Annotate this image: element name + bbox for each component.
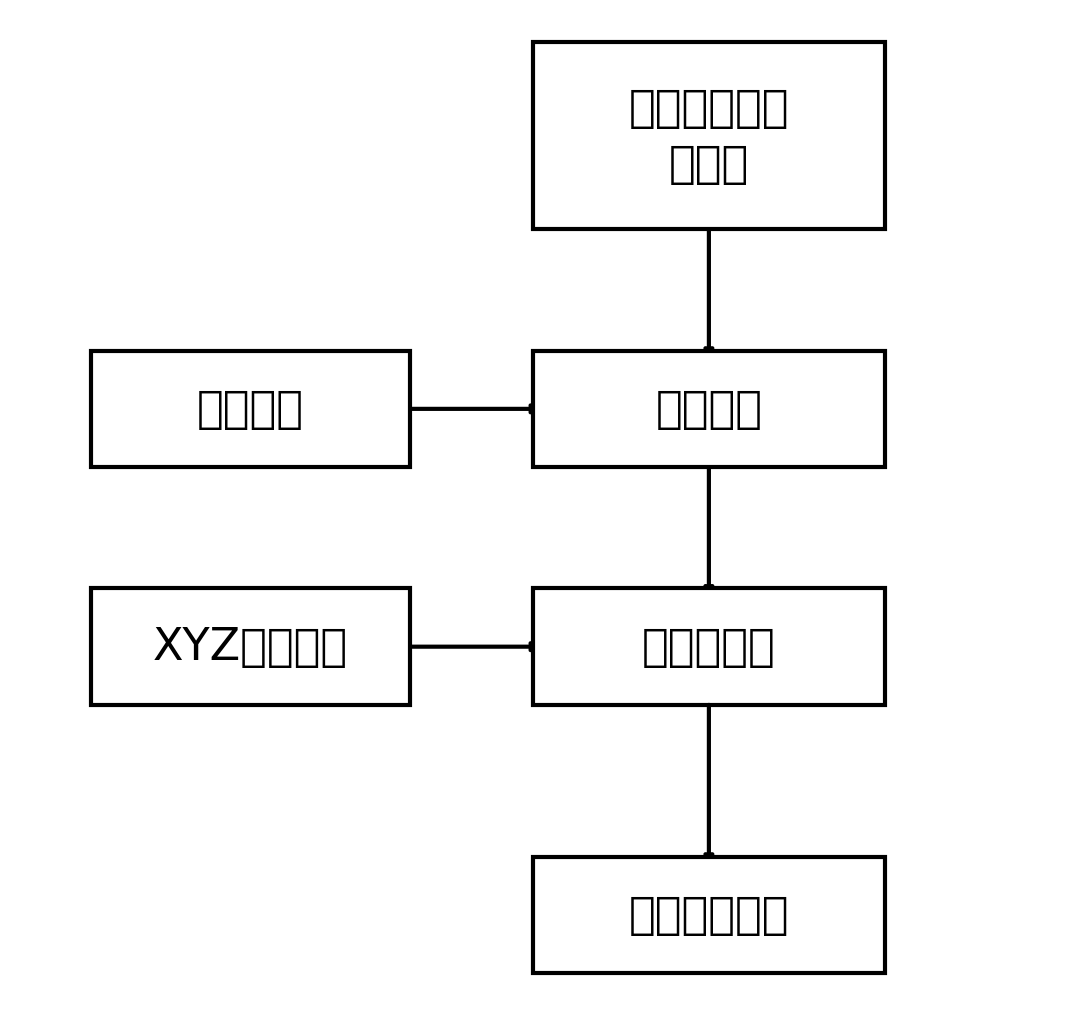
Text: 固定支架: 固定支架 — [197, 388, 304, 431]
Bar — [533, 588, 885, 706]
Text: 自制电磁脉冲
发生器: 自制电磁脉冲 发生器 — [629, 87, 789, 186]
Bar — [533, 351, 885, 467]
Bar — [533, 42, 885, 231]
Bar — [91, 351, 410, 467]
Text: 电磁探头: 电磁探头 — [656, 388, 762, 431]
Text: XYZ移动平台: XYZ移动平台 — [152, 626, 349, 668]
Text: 待攻击设备: 待攻击设备 — [642, 626, 776, 668]
Bar — [91, 588, 410, 706]
Bar — [533, 857, 885, 973]
Text: 信号采集设备: 信号采集设备 — [629, 894, 789, 936]
